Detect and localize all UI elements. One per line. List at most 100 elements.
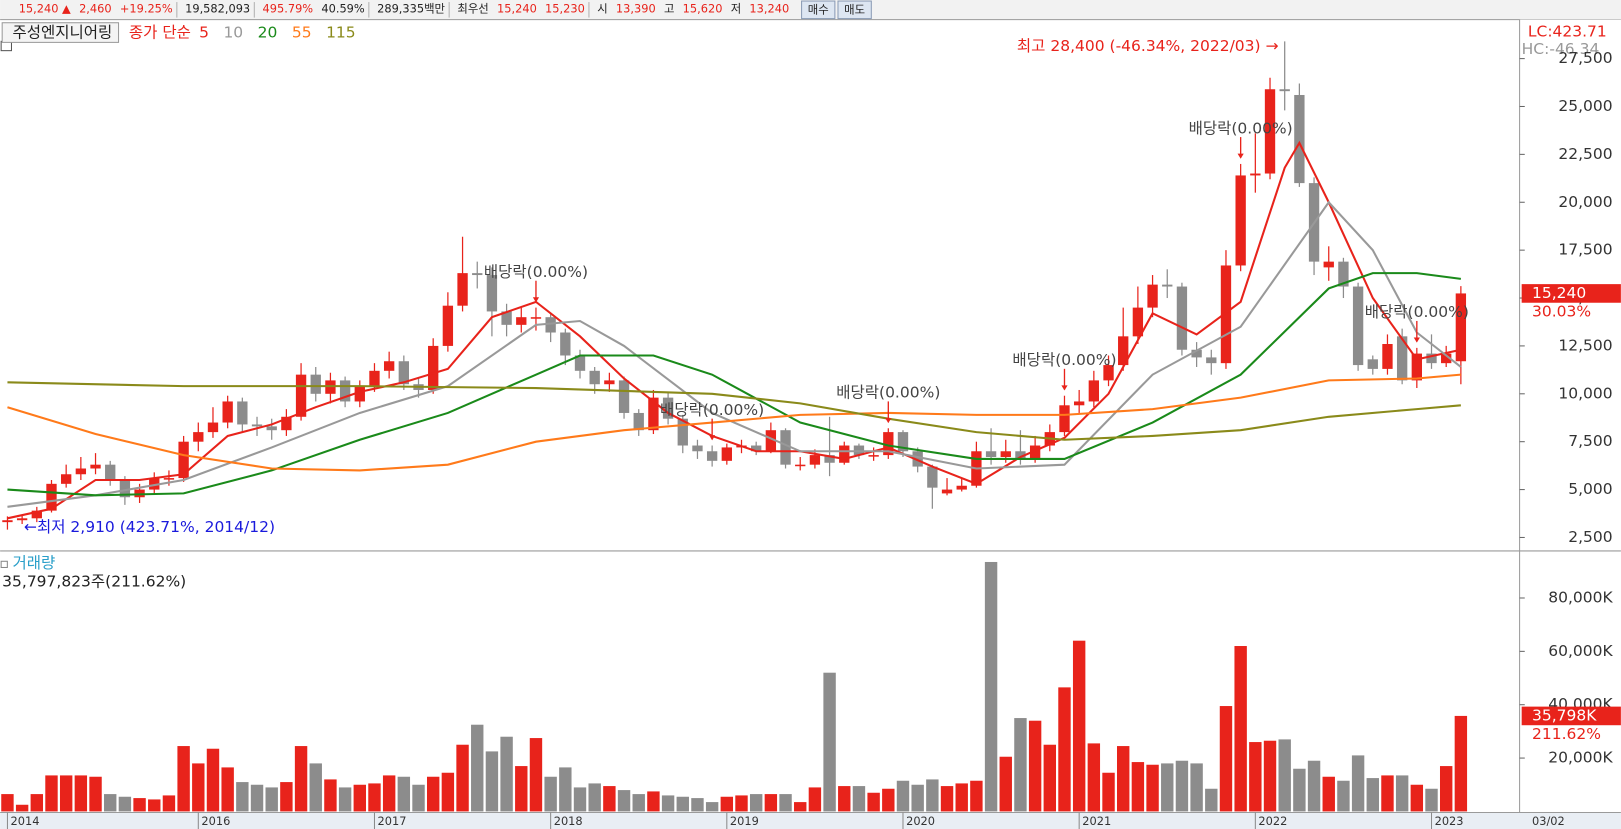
header-item: 13,390 (616, 1, 656, 15)
header-button-label[interactable]: 매도 (844, 2, 865, 16)
candle-body (1132, 307, 1144, 337)
candle-body (1073, 401, 1085, 406)
volume-bar (59, 775, 73, 812)
candle-body (662, 397, 674, 419)
candle-body (648, 397, 659, 431)
header-item: 289,335백만 (377, 1, 445, 15)
candle-body (1323, 261, 1334, 268)
volume-bar (1278, 739, 1291, 812)
panel-icon[interactable] (0, 560, 8, 568)
volume-bar (1072, 640, 1086, 812)
volume-bar (661, 795, 675, 812)
volume-bar (426, 776, 440, 812)
volume-bar (749, 794, 763, 812)
x-tick-label: 2023 (1435, 814, 1464, 828)
volume-bar (338, 787, 352, 812)
candle-body (16, 518, 28, 521)
y-tick-label: 27,500 (1558, 49, 1612, 67)
chart-title: 주성엔지니어링 (13, 24, 113, 42)
volume-bar (603, 786, 616, 812)
y-tick-label: 25,000 (1558, 97, 1612, 115)
dividend-arrowhead (532, 297, 540, 303)
volume-bar (104, 794, 117, 812)
candle-body (985, 451, 997, 458)
volume-bar (368, 783, 381, 812)
candle-body (912, 451, 923, 467)
y-tick-label: 12,500 (1558, 336, 1612, 354)
candle-body (1426, 353, 1437, 364)
candle-body (281, 416, 292, 431)
header-item: 15,230 (545, 1, 585, 15)
volume-bar (30, 794, 44, 812)
volume-bar (779, 794, 792, 812)
candle-body (46, 483, 57, 511)
volume-bar (823, 672, 836, 812)
candle-body (501, 311, 512, 325)
candle-body (765, 430, 777, 452)
volume-bar (1087, 743, 1101, 812)
volume-bar (1366, 778, 1379, 812)
volume-bar (280, 782, 293, 812)
volume-bar (1, 794, 14, 812)
price-plot (2, 41, 1467, 530)
low-annotation: ←최저 2,910 (423.71%, 2014/12) (24, 518, 275, 536)
header-item: 최우선 (457, 1, 488, 15)
volume-bar (852, 786, 866, 812)
candle-body (530, 317, 542, 319)
candle-body (90, 464, 101, 469)
volume-bar (573, 787, 587, 812)
header-button-label[interactable]: 매수 (808, 2, 829, 16)
candle-body (472, 273, 483, 276)
volume-bar (691, 798, 704, 812)
candle-body (1015, 451, 1026, 459)
candle-body (1147, 284, 1158, 308)
legend-entry: 10 (223, 24, 243, 42)
candle-body (428, 345, 439, 390)
candle-body (589, 370, 600, 385)
candle-body (839, 445, 850, 463)
candle-body (1338, 261, 1349, 287)
volume-bar (1337, 780, 1350, 812)
legend-entry: 20 (258, 24, 278, 42)
candle-body (618, 380, 630, 413)
candle-body (237, 401, 248, 425)
header-item: 13,240 (749, 1, 789, 15)
date-label: 03/02 (1532, 814, 1565, 828)
candle-body (442, 305, 454, 346)
candle-body (1279, 89, 1290, 92)
volume-bar (764, 794, 778, 812)
dividend-arrowhead (1413, 337, 1420, 343)
volume-tick-label: 60,000K (1548, 642, 1613, 660)
candle-body (178, 441, 189, 479)
volume-bar (1117, 746, 1130, 812)
x-tick-label: 2019 (730, 814, 759, 828)
volume-bar (236, 782, 249, 812)
candle-body (1294, 94, 1305, 184)
candle-body (1367, 359, 1378, 369)
volume-bar (485, 751, 499, 812)
current-price-box (1521, 284, 1621, 303)
candle-body (222, 401, 233, 423)
candle-body (927, 466, 938, 488)
candle-body (383, 361, 395, 371)
volume-bar (192, 763, 205, 812)
candle-body (1396, 336, 1408, 381)
y-tick-label: 5,000 (1568, 480, 1612, 498)
volume-bar (882, 788, 895, 812)
x-tick-label: 2014 (11, 814, 40, 828)
candle-body (251, 424, 263, 427)
volume-bar (265, 787, 278, 812)
current-volume-change: 211.62% (1532, 725, 1601, 743)
volume-bar (838, 786, 851, 812)
header-button[interactable] (837, 0, 872, 20)
candle-body (677, 418, 688, 446)
candle-body (1352, 286, 1364, 366)
candle-body (941, 489, 953, 494)
candle-body (1455, 293, 1467, 362)
header-button[interactable] (801, 0, 836, 20)
candle-body (824, 455, 835, 463)
candle-body (706, 451, 718, 461)
candle-body (1220, 265, 1232, 364)
volume-bar (515, 766, 528, 812)
